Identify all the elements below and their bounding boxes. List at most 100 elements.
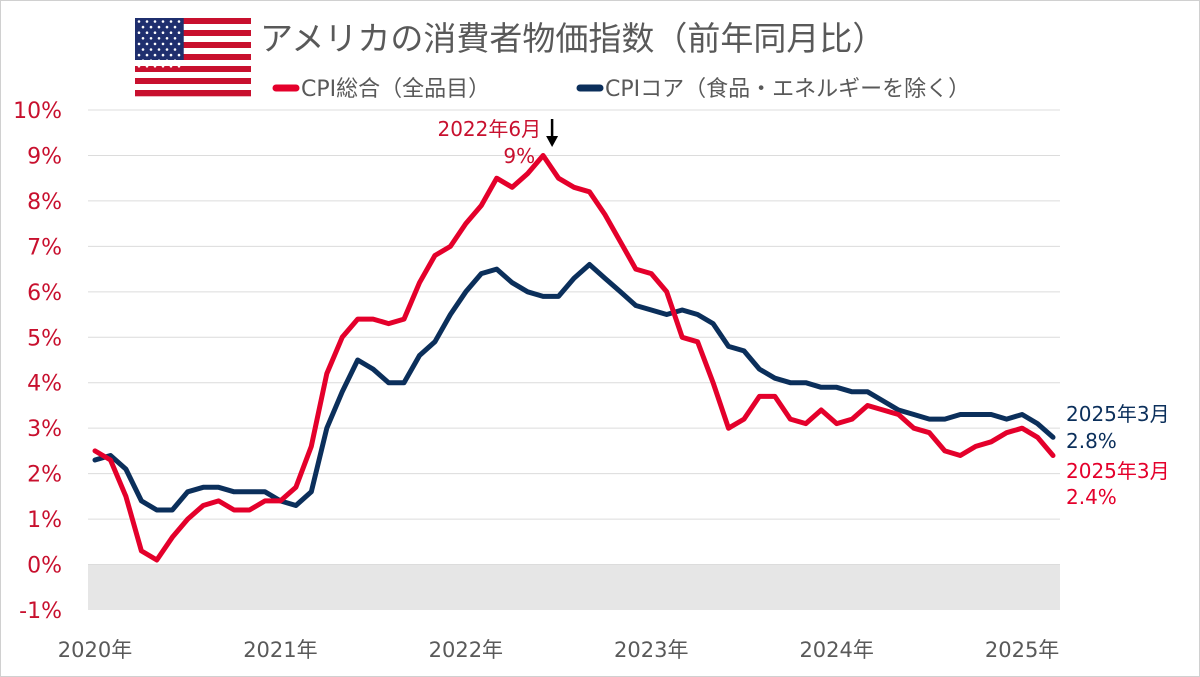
flag-stripe — [135, 48, 251, 55]
flag-star — [141, 25, 145, 29]
flag-star — [161, 20, 165, 23]
flag-stripe — [135, 90, 251, 97]
plot-area — [88, 109, 1060, 610]
flag-star — [169, 53, 173, 57]
flag-star — [157, 59, 161, 62]
flag-stripe — [135, 60, 251, 67]
annotation-peak-date: 2022年6月 — [437, 117, 541, 141]
legend-label-cpi-core: CPIコア（食品・エネルギーを除く） — [605, 77, 970, 102]
flag-stripe — [135, 78, 251, 85]
x-tick-label: 2024年 — [799, 638, 873, 662]
flag-star — [165, 48, 169, 51]
flag-star — [161, 65, 165, 68]
flag-star — [157, 37, 161, 40]
y-tick-label: 3% — [27, 417, 62, 442]
flag-star — [157, 48, 161, 51]
flag-star — [177, 20, 181, 23]
y-tick-label: 2% — [27, 463, 62, 488]
y-tick-label: 6% — [27, 281, 62, 306]
flag-star — [145, 20, 149, 23]
flag-star — [141, 59, 145, 62]
flag-star — [173, 59, 177, 62]
flag-stripe — [135, 84, 251, 91]
x-tick-label: 2020年 — [58, 638, 132, 662]
flag-star — [149, 25, 153, 29]
flag-star — [141, 48, 145, 51]
annotations: 2022年6月 9% 2025年3月 2.8% 2025年3月 2.4% — [437, 117, 1169, 509]
flag-stripe — [135, 36, 251, 43]
flag-star — [173, 25, 177, 29]
flag-star — [137, 53, 141, 57]
flag-stripe — [135, 18, 251, 25]
flag-star — [165, 37, 169, 40]
flag-star — [161, 53, 165, 57]
flag-star — [177, 31, 181, 34]
us-flag-icon — [135, 18, 251, 97]
y-tick-label: -1% — [19, 599, 62, 624]
y-axis-ticks: 10% 9% 8% 7% 6% 5% 4% 3% 2% 1% 0% -1% — [13, 99, 62, 624]
flag-star — [161, 42, 165, 46]
series-lines — [92, 153, 1056, 563]
legend-label-cpi-total: CPI総合（全品目） — [301, 77, 490, 102]
flag-star — [145, 65, 149, 68]
flag-star — [149, 48, 153, 51]
chart-title: アメリカの消費者物価指数（前年同月比） — [260, 19, 885, 58]
flag-star — [161, 31, 165, 34]
series-line-cpi-core — [92, 262, 1056, 513]
annotation-peak-value: 9% — [503, 144, 535, 168]
legend: CPI総合（全品目） CPIコア（食品・エネルギーを除く） — [272, 77, 970, 102]
y-tick-label: 5% — [27, 326, 62, 351]
flag-star — [169, 65, 173, 68]
flag-stripe — [135, 54, 251, 61]
flag-star — [177, 53, 181, 57]
y-tick-label: 8% — [27, 190, 62, 215]
flag-stripe — [135, 24, 251, 31]
peak-arrow-icon — [546, 119, 559, 147]
flag-star — [149, 59, 153, 62]
flag-star — [165, 25, 169, 29]
annotation-total-end-value: 2.4% — [1066, 485, 1117, 509]
flag-star — [169, 20, 173, 23]
flag-star — [145, 53, 149, 57]
flag-star — [137, 31, 141, 34]
negative-region — [88, 564, 1060, 610]
flag-star — [145, 31, 149, 34]
flag-star — [137, 42, 141, 46]
flag-stripe — [135, 72, 251, 79]
x-axis-ticks: 2020年 2021年 2022年 2023年 2024年 2025年 — [58, 638, 1060, 662]
annotation-total-end-date: 2025年3月 — [1066, 459, 1170, 483]
flag-star — [153, 53, 157, 57]
x-tick-label: 2025年 — [985, 638, 1059, 662]
flag-star — [137, 65, 141, 68]
flag-star — [177, 65, 181, 68]
y-tick-label: 7% — [27, 235, 62, 260]
x-tick-label: 2023年 — [614, 638, 688, 662]
flag-star — [145, 42, 149, 46]
annotation-core-end-date: 2025年3月 — [1066, 402, 1170, 426]
flag-stripe — [135, 42, 251, 49]
flag-star — [157, 25, 161, 29]
x-tick-label: 2021年 — [243, 638, 317, 662]
annotation-core-end-value: 2.8% — [1066, 429, 1117, 453]
flag-star — [169, 31, 173, 34]
flag-stripe — [135, 66, 251, 73]
y-tick-label: 10% — [13, 99, 62, 124]
x-tick-label: 2022年 — [429, 638, 503, 662]
flag-star — [153, 65, 157, 68]
y-tick-label: 0% — [27, 554, 62, 579]
flag-star — [165, 59, 169, 62]
y-tick-label: 9% — [27, 144, 62, 169]
series-line-cpi-total — [92, 153, 1056, 563]
flag-star — [173, 37, 177, 40]
y-tick-label: 1% — [27, 508, 62, 533]
flag-star — [153, 42, 157, 46]
peak-arrow-head — [546, 136, 559, 147]
flag-star — [153, 31, 157, 34]
flag-stripe — [135, 30, 251, 37]
flag-star — [173, 48, 177, 51]
y-tick-label: 4% — [27, 372, 62, 397]
flag-star — [153, 20, 157, 23]
flag-star — [149, 37, 153, 40]
